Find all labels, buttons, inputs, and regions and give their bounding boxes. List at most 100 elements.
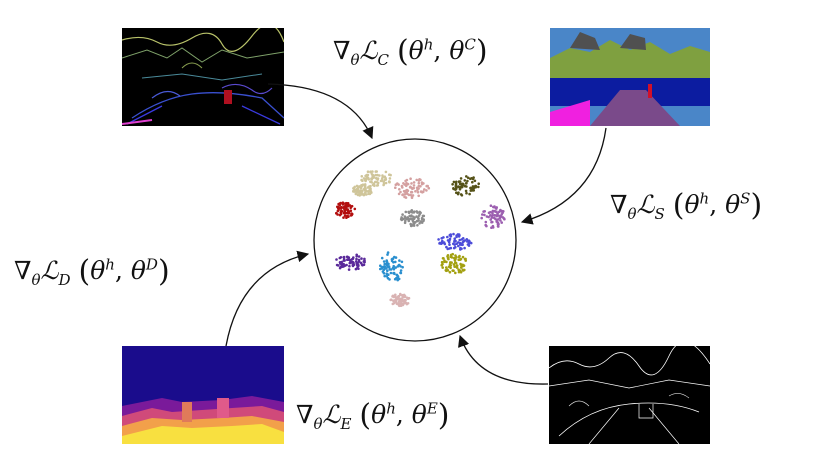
cluster-point [412, 222, 416, 225]
cluster-point [471, 177, 475, 181]
cluster-point [406, 217, 409, 221]
cluster-point [414, 190, 417, 193]
cluster-point [383, 178, 387, 182]
cluster-point [372, 182, 376, 185]
cluster-point [412, 224, 416, 227]
cluster-point [406, 297, 410, 301]
cluster-point [362, 193, 366, 196]
cluster-point [452, 263, 456, 266]
loss-label-d: ∇θℒD (θh, θD) [14, 254, 170, 289]
cluster-point [338, 203, 342, 207]
cluster-point [356, 188, 360, 191]
cluster-point [380, 256, 384, 260]
cluster-point [376, 173, 379, 177]
cluster-point [446, 247, 450, 251]
cluster-point [400, 184, 404, 188]
cluster-point [403, 195, 406, 199]
cluster-point [501, 211, 504, 215]
cluster-point [422, 214, 426, 218]
cluster-point [459, 262, 462, 266]
cluster-point [449, 246, 453, 250]
cluster-point [448, 239, 451, 242]
cluster-point [360, 178, 363, 182]
cluster-point [382, 182, 386, 186]
cluster-point [381, 270, 385, 273]
cluster-point [383, 274, 387, 278]
cluster-point [401, 299, 405, 303]
cluster-point [365, 190, 369, 193]
cluster-point [341, 203, 345, 206]
cluster-point [457, 241, 460, 244]
cluster-point [373, 184, 376, 188]
cluster-point [495, 210, 498, 213]
cluster-point [439, 242, 443, 245]
cluster-point [483, 213, 486, 217]
cluster-point [443, 242, 447, 246]
cluster-point [357, 258, 361, 262]
cluster-point [394, 298, 397, 302]
cluster-point [346, 255, 349, 259]
cluster-point [399, 271, 403, 275]
contour-image-thumbnail [122, 28, 284, 126]
cluster-point [460, 266, 463, 269]
cluster-point [455, 191, 458, 194]
cluster-point [394, 293, 397, 297]
cluster-point [449, 266, 452, 270]
cluster-point [454, 261, 458, 265]
cluster-point [492, 214, 496, 217]
cluster-point [387, 265, 391, 268]
cluster-point [350, 212, 354, 216]
cluster-point [403, 221, 407, 225]
cluster-point [411, 194, 415, 197]
cluster-point [342, 262, 345, 266]
cluster-point [452, 232, 455, 236]
segmentation-image-thumbnail [550, 28, 710, 126]
cluster-point [441, 266, 445, 269]
cluster-point [416, 190, 420, 194]
cluster-point [365, 173, 369, 177]
cluster-point [420, 221, 424, 224]
cluster-point [348, 264, 351, 268]
cluster-point [495, 218, 499, 222]
cluster-point [487, 215, 490, 219]
cluster-point [341, 265, 345, 268]
cluster-point [382, 260, 386, 263]
cluster-point [389, 298, 393, 302]
cluster-point [491, 220, 494, 224]
cluster-point [403, 193, 407, 196]
cluster-point [392, 261, 395, 264]
cluster-point [453, 265, 456, 268]
depth-image [122, 346, 284, 444]
cluster-point [465, 191, 468, 195]
cluster-point [446, 254, 450, 257]
cluster-point [335, 212, 338, 215]
cluster-point [410, 182, 413, 185]
cluster-point [360, 175, 364, 178]
cluster-point [342, 258, 346, 261]
cluster-point [416, 188, 419, 191]
cluster-point [388, 177, 392, 180]
cluster-point [472, 188, 475, 192]
cluster-point [367, 192, 371, 195]
cluster-point [466, 176, 470, 180]
cluster-point [459, 246, 462, 250]
cluster-point [349, 209, 353, 212]
cluster-point [415, 178, 419, 182]
cluster-point [397, 192, 401, 196]
cluster-point [455, 180, 458, 184]
cluster-point [417, 181, 421, 185]
cluster-point [453, 237, 457, 240]
cluster-point [422, 190, 425, 193]
cluster-point [351, 263, 355, 267]
cluster-point [455, 264, 459, 267]
cluster-point [408, 217, 412, 221]
cluster-point [413, 216, 416, 220]
arrow-contour-to-circle [267, 83, 374, 140]
cluster-point [375, 181, 379, 184]
cluster-point [459, 270, 463, 274]
cluster-point [365, 193, 368, 196]
cluster-point [358, 191, 362, 195]
cluster-point [499, 208, 502, 212]
